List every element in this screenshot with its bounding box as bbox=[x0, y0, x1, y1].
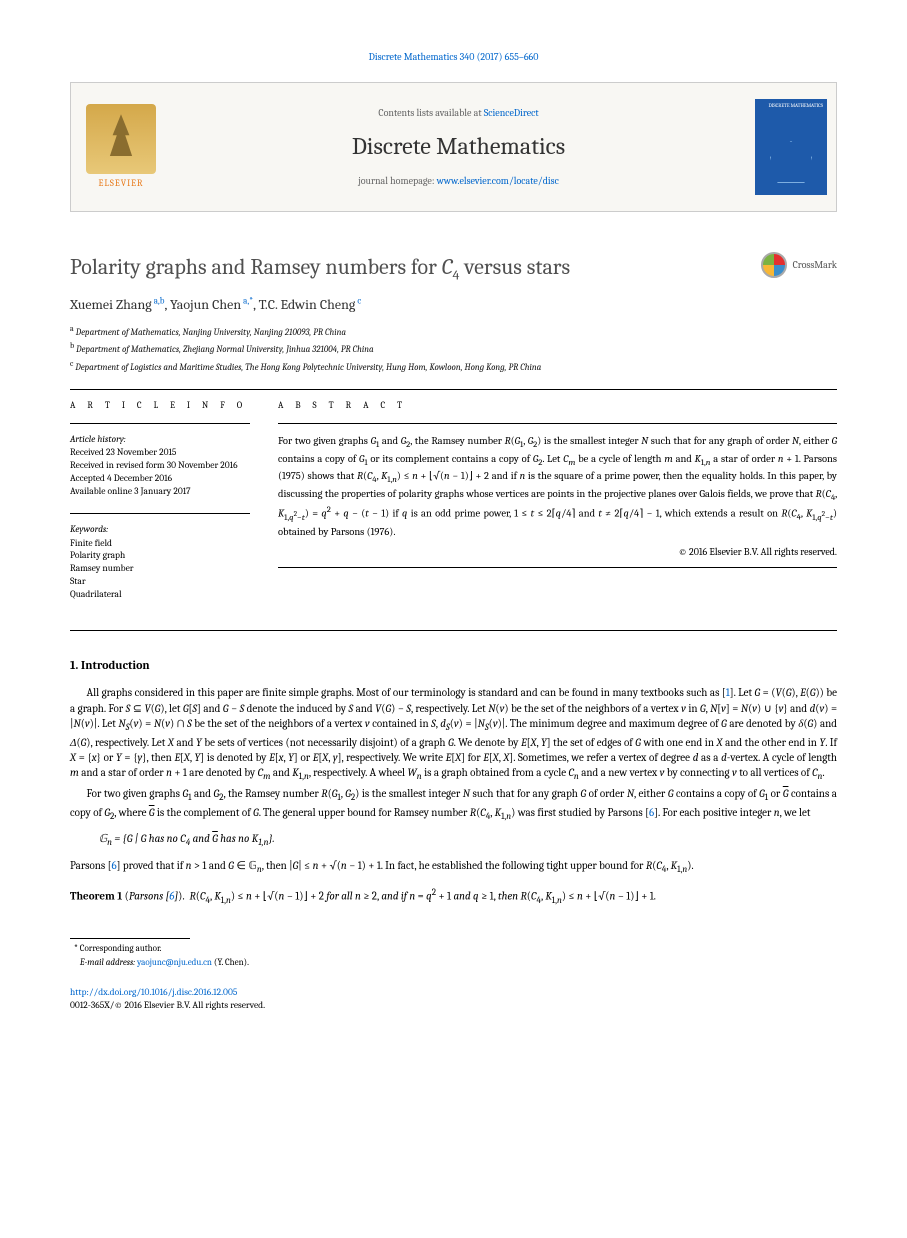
divider bbox=[70, 389, 837, 390]
elsevier-tree-icon bbox=[86, 104, 156, 174]
divider bbox=[70, 630, 837, 631]
cover-thumbnail: DISCRETE MATHEMATICS bbox=[755, 99, 827, 195]
doi-link[interactable]: http://dx.doi.org/10.1016/j.disc.2016.12… bbox=[70, 987, 237, 998]
paragraph: All graphs considered in this paper are … bbox=[70, 685, 837, 783]
affiliation: c Department of Logistics and Maritime S… bbox=[70, 358, 837, 376]
header-center: Contents lists available at ScienceDirec… bbox=[171, 83, 746, 211]
history-item: Received 23 November 2015 bbox=[70, 447, 250, 460]
article-title: Polarity graphs and Ramsey numbers for C… bbox=[70, 252, 761, 285]
history-list: Received 23 November 2015Received in rev… bbox=[70, 447, 250, 498]
abstract-text: For two given graphs G1 and G2, the Rams… bbox=[278, 434, 837, 539]
email-label: E-mail address: bbox=[80, 958, 135, 968]
keyword: Ramsey number bbox=[70, 563, 250, 576]
copyright: © 2016 Elsevier B.V. All rights reserved… bbox=[278, 545, 837, 559]
keyword: Star bbox=[70, 576, 250, 589]
abstract-head: A B S T R A C T bbox=[278, 400, 837, 413]
issn-copyright: 0012-365X/© 2016 Elsevier B.V. All right… bbox=[70, 1000, 265, 1011]
keyword: Quadrilateral bbox=[70, 589, 250, 602]
authors: Xuemei Zhang a,b, Yaojun Chen a,*, T.C. … bbox=[70, 295, 837, 315]
paragraph: Parsons [6] proved that if n > 1 and G ∈… bbox=[70, 858, 837, 877]
publisher-name: ELSEVIER bbox=[98, 178, 143, 191]
homepage-line: journal homepage: www.elsevier.com/locat… bbox=[171, 174, 746, 188]
divider bbox=[278, 423, 837, 424]
article-info-head: A R T I C L E I N F O bbox=[70, 400, 250, 413]
article-info: A R T I C L E I N F O Article history: R… bbox=[70, 400, 250, 616]
journal-reference[interactable]: Discrete Mathematics 340 (2017) 655–660 bbox=[70, 50, 837, 64]
homepage-link[interactable]: www.elsevier.com/locate/disc bbox=[437, 175, 559, 187]
section-heading: 1. Introduction bbox=[70, 657, 837, 674]
keyword-list: Finite fieldPolarity graphRamsey numberS… bbox=[70, 538, 250, 602]
history-head: Article history: bbox=[70, 434, 250, 447]
doi-block: http://dx.doi.org/10.1016/j.disc.2016.12… bbox=[70, 986, 837, 1013]
affiliation: a Department of Mathematics, Nanjing Uni… bbox=[70, 323, 837, 341]
crossmark-icon bbox=[761, 252, 787, 278]
divider bbox=[70, 513, 250, 514]
affiliation: b Department of Mathematics, Zhejiang No… bbox=[70, 340, 837, 358]
footnote-divider bbox=[70, 938, 190, 939]
theorem: Theorem 1 (Parsons [6]). R(C4, K1,n) ≤ n… bbox=[70, 887, 837, 908]
corresponding-note: Corresponding author. bbox=[80, 944, 162, 954]
history-item: Accepted 4 December 2016 bbox=[70, 473, 250, 486]
keyword: Polarity graph bbox=[70, 550, 250, 563]
journal-name: Discrete Mathematics bbox=[171, 130, 746, 164]
journal-cover[interactable]: DISCRETE MATHEMATICS bbox=[746, 83, 836, 211]
contents-line: Contents lists available at ScienceDirec… bbox=[171, 106, 746, 120]
history-item: Received in revised form 30 November 201… bbox=[70, 460, 250, 473]
email-link[interactable]: yaojunc@nju.edu.cn bbox=[137, 958, 212, 968]
publisher-logo[interactable]: ELSEVIER bbox=[71, 83, 171, 211]
paragraph: For two given graphs G1 and G2, the Rams… bbox=[70, 786, 837, 824]
footnote: * Corresponding author. E-mail address: … bbox=[70, 943, 837, 970]
divider bbox=[278, 567, 837, 568]
sciencedirect-link[interactable]: ScienceDirect bbox=[484, 107, 539, 119]
crossmark-badge[interactable]: CrossMark bbox=[761, 252, 837, 278]
divider bbox=[70, 423, 250, 424]
keyword: Finite field bbox=[70, 538, 250, 551]
history-item: Available online 3 January 2017 bbox=[70, 486, 250, 499]
journal-header: ELSEVIER Contents lists available at Sci… bbox=[70, 82, 837, 212]
abstract: A B S T R A C T For two given graphs G1 … bbox=[278, 400, 837, 616]
keywords-head: Keywords: bbox=[70, 524, 250, 537]
affiliations: a Department of Mathematics, Nanjing Uni… bbox=[70, 323, 837, 376]
display-equation: 𝔾n = {G | G has no C4 and G has no K1,n}… bbox=[99, 831, 837, 850]
